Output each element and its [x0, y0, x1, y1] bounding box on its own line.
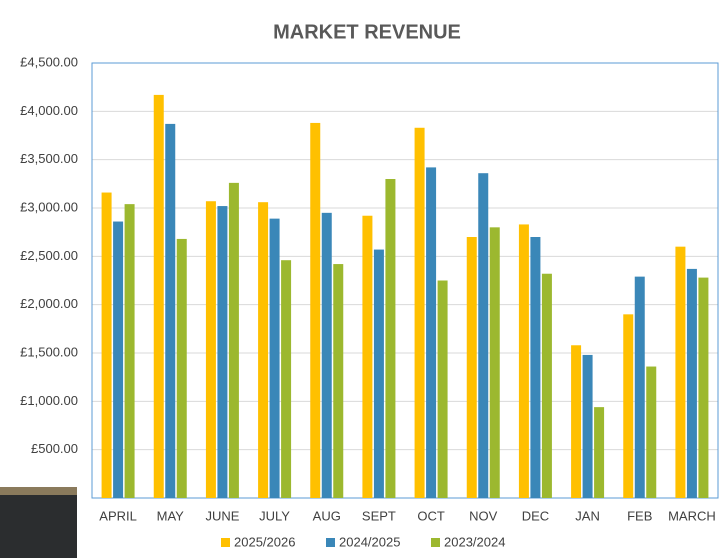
bar: [258, 202, 268, 498]
bar: [635, 277, 645, 498]
y-tick-label: £3,000.00: [20, 199, 78, 214]
bar: [646, 367, 656, 498]
bar: [281, 260, 291, 498]
bar: [333, 264, 343, 498]
bar: [270, 219, 280, 498]
x-tick-label: FEB: [627, 508, 652, 523]
x-tick-label: AUG: [313, 508, 341, 523]
bar: [467, 237, 477, 498]
x-tick-label: APRIL: [99, 508, 137, 523]
y-tick-label: £500.00: [31, 441, 78, 456]
bar: [177, 239, 187, 498]
bar: [310, 123, 320, 498]
y-tick-label: £4,500.00: [20, 54, 78, 69]
y-tick-label: £4,000.00: [20, 103, 78, 118]
x-tick-label: JUNE: [205, 508, 239, 523]
bar: [698, 278, 708, 498]
legend-label: 2025/2026: [234, 534, 295, 549]
bar: [426, 167, 436, 498]
x-tick-label: JULY: [259, 508, 290, 523]
bar: [490, 227, 500, 498]
bar: [583, 355, 593, 498]
x-tick-label: NOV: [469, 508, 498, 523]
bar: [478, 173, 488, 498]
bar: [113, 222, 123, 498]
x-tick-label: OCT: [417, 508, 445, 523]
chart-title: MARKET REVENUE: [273, 21, 461, 43]
bar: [385, 179, 395, 498]
bar: [571, 345, 581, 498]
legend-label: 2023/2024: [444, 534, 505, 549]
bar: [594, 407, 604, 498]
legend-swatch: [221, 538, 230, 547]
bar: [165, 124, 175, 498]
y-tick-label: £1,000.00: [20, 393, 78, 408]
bar: [206, 201, 216, 498]
bar: [687, 269, 697, 498]
y-tick-label: £2,000.00: [20, 296, 78, 311]
background-photo: [0, 487, 77, 558]
legend-swatch: [326, 538, 335, 547]
bar: [154, 95, 164, 498]
bar: [322, 213, 332, 498]
bar: [530, 237, 540, 498]
x-tick-label: MAY: [157, 508, 185, 523]
chart: MARKET REVENUE £500.00 £1,000.00 £1,500.00…: [0, 0, 723, 558]
y-tick-label: £3,500.00: [20, 151, 78, 166]
bar: [102, 193, 112, 498]
bar: [217, 206, 227, 498]
x-tick-label: JAN: [575, 508, 600, 523]
bar: [438, 281, 448, 499]
y-tick-label: £1,500.00: [20, 344, 78, 359]
bar: [542, 274, 552, 498]
x-tick-label: MARCH: [668, 508, 716, 523]
bar: [623, 314, 633, 498]
bar: [229, 183, 239, 498]
legend-label: 2024/2025: [339, 534, 400, 549]
bar: [519, 224, 529, 498]
bar: [415, 128, 425, 498]
y-tick-label: £2,500.00: [20, 248, 78, 263]
bar: [362, 216, 372, 498]
bar: [125, 204, 135, 498]
legend-swatch: [431, 538, 440, 547]
background-photo-edge: [0, 487, 77, 495]
x-tick-label: DEC: [522, 508, 549, 523]
bar: [374, 250, 384, 498]
bar: [675, 247, 685, 498]
x-tick-label: SEPT: [362, 508, 396, 523]
